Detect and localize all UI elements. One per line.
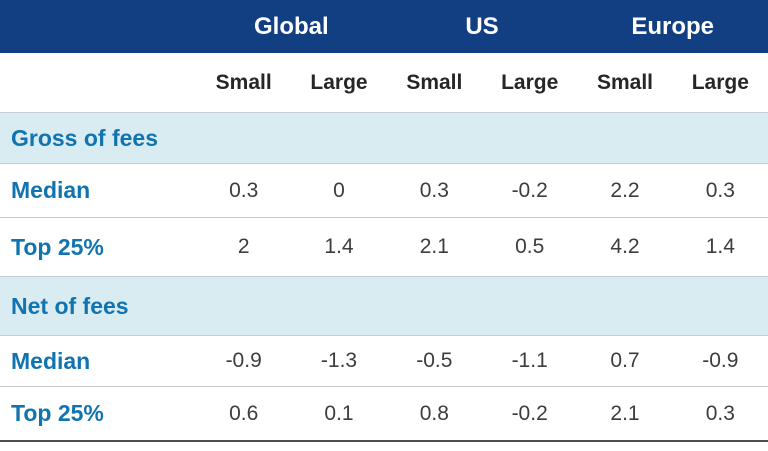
value-cell: -1.1 [511, 349, 548, 372]
bottom-margin [0, 442, 768, 449]
value-cell: 0.5 [515, 235, 545, 258]
value-cell: 2.1 [610, 401, 640, 425]
value-cell: 2.1 [419, 235, 449, 258]
value-cell: 2.2 [610, 178, 640, 202]
value-cell: 0.3 [705, 178, 735, 202]
value-cell: 1.4 [324, 235, 354, 258]
section-band-gross-of-fees: Gross of fees [0, 112, 768, 164]
row-net-top25: Top 25% 0.6 0.1 0.8 -0.2 2.1 0.3 [0, 387, 768, 442]
value-cell: -0.9 [225, 349, 262, 372]
row-label-top25: Top 25% [11, 400, 104, 426]
section-band-net-of-fees: Net of fees [0, 276, 768, 336]
row-gross-median: Median 0.3 0 0.3 -0.2 2.2 0.3 [0, 164, 768, 218]
section-label-net: Net of fees [11, 292, 129, 319]
subheader-global-small: Small [215, 70, 272, 94]
subheader-us-large: Large [501, 70, 559, 94]
table-header-row: Global US Europe [0, 0, 768, 53]
value-cell: 2 [237, 235, 250, 258]
value-cell: 0.8 [419, 401, 449, 425]
value-cell: -0.2 [511, 178, 548, 202]
value-cell: 0.1 [324, 401, 354, 425]
row-label-median: Median [11, 347, 91, 374]
value-cell: -0.9 [702, 349, 739, 372]
subheader-europe-large: Large [691, 70, 749, 94]
value-cell: 1.4 [705, 235, 735, 258]
group-header-us: US [465, 12, 499, 40]
row-label-median: Median [11, 177, 91, 203]
row-net-median: Median -0.9 -1.3 -0.5 -1.1 0.7 -0.9 [0, 336, 768, 387]
section-label-gross: Gross of fees [11, 124, 158, 151]
row-label-top25: Top 25% [11, 233, 104, 260]
subheader-global-large: Large [310, 70, 368, 94]
value-cell: 0.3 [419, 178, 449, 202]
value-cell: 0.7 [610, 349, 640, 372]
value-cell: 0.3 [705, 401, 735, 425]
value-cell: 0.6 [229, 401, 259, 425]
group-header-global: Global [253, 12, 329, 40]
value-cell: -1.3 [320, 349, 358, 372]
subheader-us-small: Small [406, 70, 463, 94]
value-cell: -0.5 [416, 349, 453, 372]
value-cell: -0.2 [511, 401, 548, 425]
subheader-europe-small: Small [596, 70, 653, 94]
size-subheader-row: Small Large Small Large Small Large [0, 53, 768, 112]
value-cell: 4.2 [610, 235, 640, 258]
group-header-europe: Europe [631, 12, 714, 40]
value-cell: 0.3 [229, 178, 259, 202]
value-cell: 0 [333, 178, 345, 202]
row-gross-top25: Top 25% 2 1.4 2.1 0.5 4.2 1.4 [0, 218, 768, 276]
